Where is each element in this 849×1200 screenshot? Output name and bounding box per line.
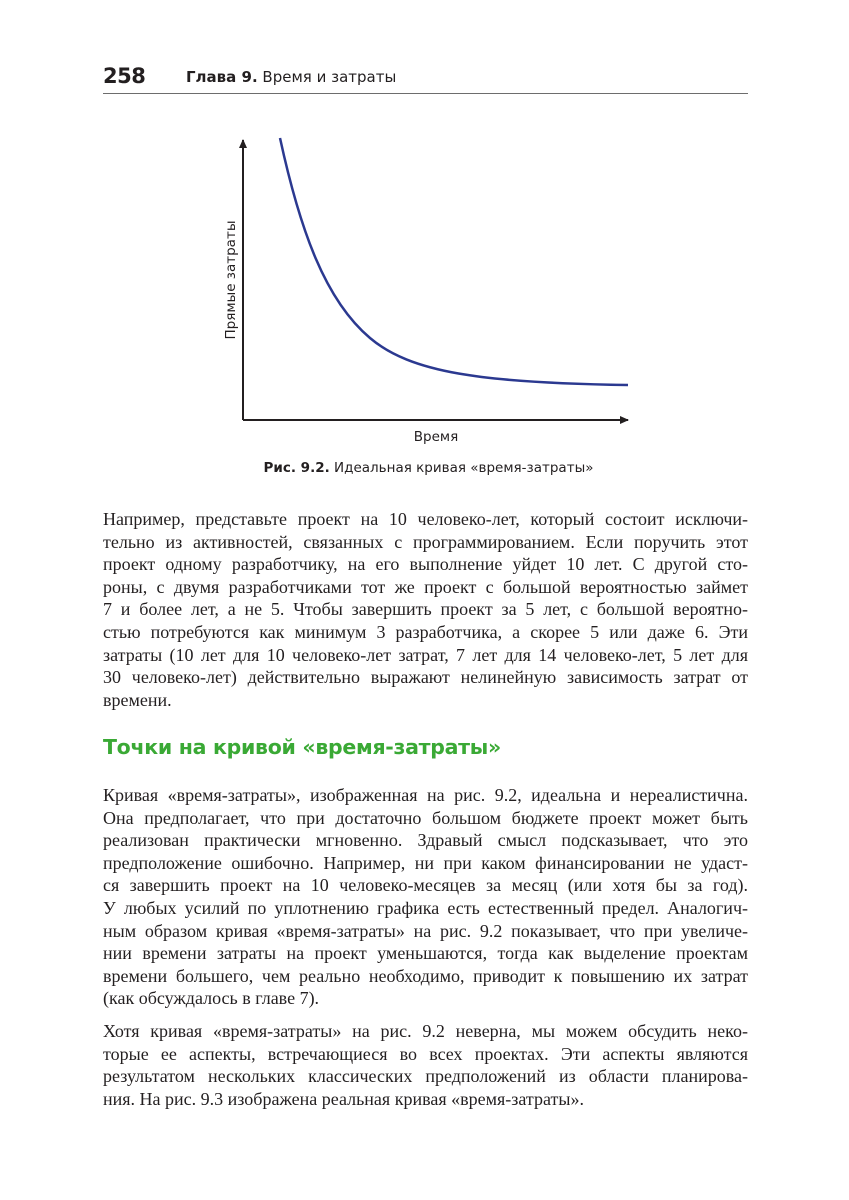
paragraph-2: Кривая «время-затраты», изображенная на … — [103, 784, 748, 1010]
text-line: 30 человеко-лет) действительно выражают … — [103, 667, 748, 688]
text-line: времени большего, чем реально необходимо… — [103, 965, 748, 986]
text-line: ным образом кривая «время-затраты» на ри… — [103, 920, 748, 941]
chapter-label: Глава 9. — [186, 68, 258, 86]
text-line: результатом нескольких классических пред… — [103, 1066, 748, 1087]
chapter-name: Время и затраты — [262, 68, 397, 86]
text-line: Кривая «время-затраты», изображенная на … — [103, 785, 748, 805]
text-line: проект одному разработчику, на его выпол… — [103, 554, 748, 575]
text-line: времени. — [103, 689, 172, 710]
text-line: Например, представьте проект на 10 челов… — [103, 509, 748, 529]
page-number: 258 — [103, 64, 146, 88]
time-cost-figure: Прямые затраты Время — [223, 137, 629, 445]
text-line: 7 и более лет, а не 5. Чтобы завершить п… — [103, 599, 748, 620]
text-line: реализован практически мгновенно. Здравы… — [103, 830, 748, 851]
y-axis-label: Прямые затраты — [223, 221, 239, 340]
time-cost-curve — [278, 137, 629, 387]
text-line: нии времени затраты на проект уменьшаютс… — [103, 943, 748, 964]
text-line: ся завершить проект на 10 человеко-месяц… — [103, 875, 748, 896]
running-header: 258 Глава 9. Время и затраты — [103, 62, 748, 94]
x-axis-label: Время — [414, 429, 458, 445]
text-line: роны, с двумя разработчиками тот же прое… — [103, 576, 748, 597]
text-line: Она предполагает, что при достаточно бол… — [103, 807, 748, 828]
text-line: предположение ошибочно. Например, ни при… — [103, 852, 748, 873]
caption-label: Рис. 9.2. — [263, 460, 330, 476]
paragraph-1: Например, представьте проект на 10 челов… — [103, 508, 748, 711]
text-line: ния. На рис. 9.3 изображена реальная кри… — [103, 1088, 584, 1109]
text-line: стью потребуются как минимум 3 разработч… — [103, 621, 748, 642]
text-line: затраты (10 лет для 10 человеко-лет затр… — [103, 644, 748, 665]
caption-text: Идеальная кривая «время-затраты» — [334, 460, 594, 476]
figure-caption: Рис. 9.2. Идеальная кривая «время-затрат… — [0, 460, 849, 476]
section-heading: Точки на кривой «время-затраты» — [103, 735, 501, 759]
text-line: У любых усилий по уплотнению графика ест… — [103, 897, 748, 918]
paragraph-3: Хотя кривая «время-затраты» на рис. 9.2 … — [103, 1020, 748, 1110]
text-line: тельно из активностей, связанных с прогр… — [103, 531, 748, 552]
chapter-title: Глава 9. Время и затраты — [186, 68, 396, 86]
text-line: (как обсуждалось в главе 7). — [103, 988, 320, 1009]
text-line: торые ее аспекты, встречающиеся во всех … — [103, 1043, 748, 1064]
text-line: Хотя кривая «время-затраты» на рис. 9.2 … — [103, 1021, 748, 1041]
